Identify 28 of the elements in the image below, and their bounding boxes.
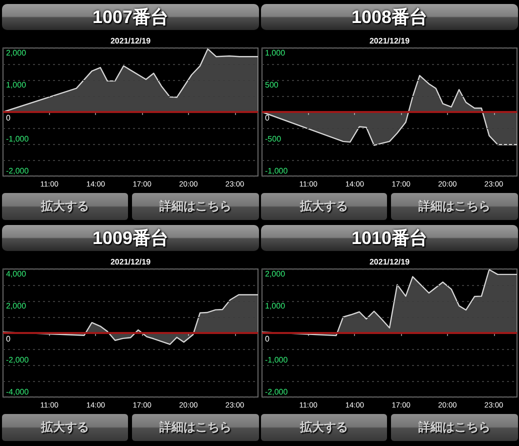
y-tick-label: 2,000 xyxy=(6,48,27,58)
y-tick-label: -1,000 xyxy=(265,356,288,364)
chart-subtitle: 2021/12/19 xyxy=(110,36,152,46)
y-tick-label: 0 xyxy=(6,114,11,122)
y-tick-label: 0 xyxy=(265,334,270,344)
y-tick-label: -2,000 xyxy=(6,166,30,176)
y-tick-label: -1,000 xyxy=(265,166,288,176)
y-tick-label: 2,000 xyxy=(6,302,27,310)
chart-subtitle: 2021/12/19 xyxy=(110,258,152,266)
y-tick-label: 4,000 xyxy=(6,270,27,278)
chart-title: 1010番台 xyxy=(261,225,518,251)
chart-title: 1009番台 xyxy=(2,225,259,251)
y-tick-label: -500 xyxy=(265,134,282,144)
y-tick-label: 0 xyxy=(6,334,11,344)
chart-subtitle: 2021/12/19 xyxy=(369,36,410,46)
y-tick-label: 1,000 xyxy=(6,80,27,90)
y-tick-label: 1,000 xyxy=(265,48,286,58)
y-tick-label: 0 xyxy=(265,114,270,122)
chart-subtitle: 2021/12/19 xyxy=(369,258,410,266)
y-tick-label: 500 xyxy=(265,80,279,90)
y-tick-label: -1,000 xyxy=(6,134,30,144)
y-tick-label: -2,000 xyxy=(6,356,30,364)
y-tick-label: 1,000 xyxy=(265,302,286,310)
y-tick-label: 2,000 xyxy=(265,270,286,278)
y-tick-label: -4,000 xyxy=(6,388,30,396)
y-tick-label: -2,000 xyxy=(265,388,288,396)
chart-title: 1007番台 xyxy=(2,4,259,30)
chart-title: 1008番台 xyxy=(261,4,518,30)
